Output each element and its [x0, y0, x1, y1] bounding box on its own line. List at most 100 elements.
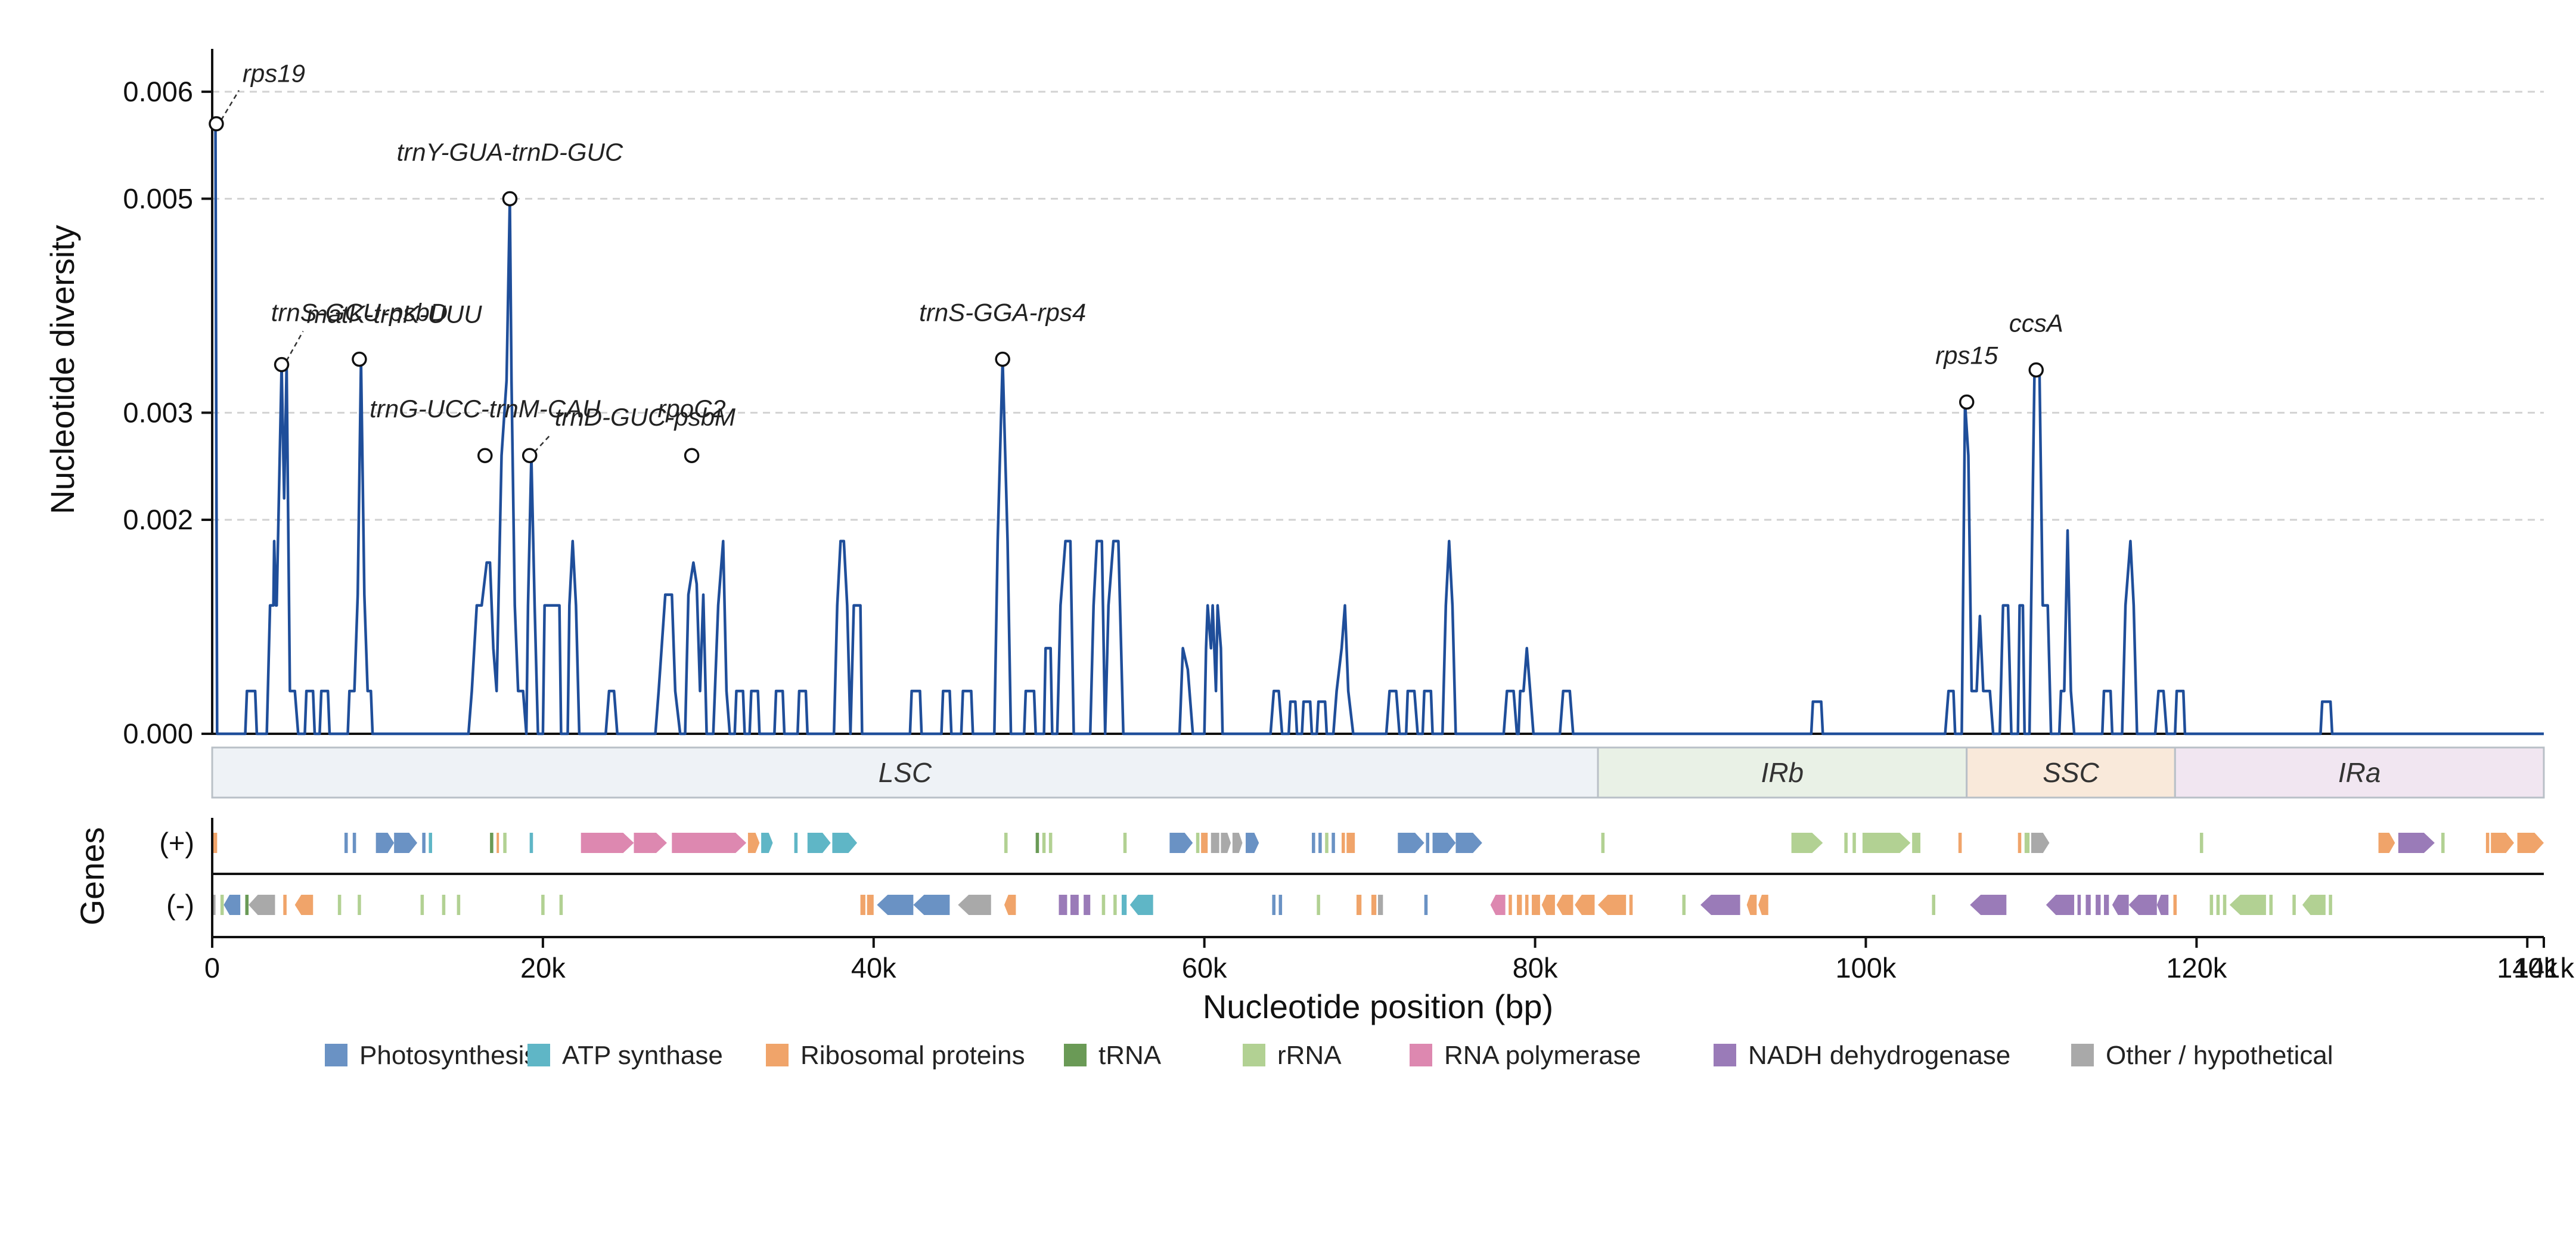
x-tick-label: 20k: [520, 952, 566, 984]
peak-leader: [533, 433, 552, 453]
gene-arrow: [807, 833, 831, 853]
x-tick-label: 141k: [2513, 952, 2574, 984]
gene-arrow: [283, 895, 287, 915]
y-tick-label: 0.005: [123, 182, 193, 214]
peak-marker: [684, 448, 700, 463]
axes: 0.000 0.002 0.003 0.005 0.006 Nucleotide dive…: [44, 49, 2574, 1025]
gene-arrow: [1129, 895, 1153, 915]
gene-arrow: [1196, 833, 1200, 853]
gene-arrow: [1791, 833, 1823, 853]
legend-swatch: [766, 1044, 789, 1066]
gene-arrow: [1844, 833, 1848, 853]
gene-arrow: [1121, 895, 1127, 915]
gene-arrow: [422, 833, 426, 853]
gene-arrow: [1371, 895, 1377, 915]
peak-label: rps19: [243, 60, 305, 88]
gene-arrow: [1912, 833, 1921, 853]
legend-label: rRNA: [1277, 1041, 1342, 1070]
gene-arrow: [2156, 895, 2169, 915]
legend-label: RNA polymerase: [1444, 1041, 1641, 1070]
gene-arrow: [1517, 895, 1522, 915]
gene-arrow: [1312, 833, 1315, 853]
region-lsc: [211, 746, 1599, 799]
gene-arrow: [2096, 895, 2101, 915]
gene-arrow: [1525, 895, 1529, 915]
strand-label-minus: (-): [166, 889, 194, 920]
gene-arrow: [429, 833, 433, 853]
peak-label: trnY-GUA-trnD-GUC: [397, 138, 623, 166]
peak-marker: [522, 448, 538, 463]
gene-arrow: [224, 895, 241, 915]
legend-label: Photosynthesis: [359, 1041, 537, 1070]
gene-arrow: [1123, 833, 1127, 853]
gene-arrow: [457, 895, 461, 915]
gene-arrow: [1048, 833, 1053, 853]
gene-arrow: [2441, 833, 2445, 853]
gene-arrow: [1070, 895, 1079, 915]
legend-label: NADH dehydrogenase: [1748, 1041, 2010, 1070]
gene-arrow: [541, 895, 545, 915]
gene-arrow: [1398, 833, 1424, 853]
gene-arrow: [1852, 833, 1856, 853]
gene-arrow: [1004, 833, 1008, 853]
gene-arrow: [1035, 833, 1039, 853]
gene-arrow: [1426, 833, 1430, 853]
gene-arrow: [2378, 833, 2395, 853]
legend-swatch: [1714, 1044, 1736, 1066]
gene-arrow: [2112, 895, 2129, 915]
strand-label-plus: (+): [159, 827, 194, 858]
gene-arrow: [1246, 833, 1259, 853]
gene-arrow: [1272, 895, 1275, 915]
gene-arrow: [1432, 833, 1456, 853]
peak-label: rps15: [1935, 341, 1998, 369]
gene-arrow: [212, 833, 218, 853]
gene-arrow: [1700, 895, 1740, 915]
gene-arrow: [442, 895, 446, 915]
gene-arrow: [2031, 833, 2050, 853]
gene-arrow: [1601, 833, 1605, 853]
gene-arrow: [503, 833, 507, 853]
gene-arrow: [1424, 895, 1428, 915]
y-tick-label: 0.000: [123, 718, 193, 749]
grid-lines: [212, 91, 2544, 521]
gene-arrow: [877, 895, 914, 915]
gene-arrow: [496, 833, 499, 853]
gene-arrow: [2398, 833, 2435, 853]
gene-arrow: [1332, 833, 1335, 853]
gene-arrow: [2216, 895, 2220, 915]
gene-arrow: [634, 833, 667, 853]
gene-arrow: [1378, 895, 1383, 915]
gene-arrow: [2517, 833, 2544, 853]
peak-label: trnS-GGA-rps4: [919, 299, 1086, 327]
gene-arrow: [1059, 895, 1067, 915]
gene-arrow: [2103, 895, 2109, 915]
legend-swatch: [527, 1044, 550, 1066]
gene-arrow: [581, 833, 634, 853]
legend-label: Other / hypothetical: [2106, 1041, 2333, 1070]
legend-label: Ribosomal proteins: [800, 1041, 1025, 1070]
gene-arrow: [1575, 895, 1595, 915]
gene-arrow: [2485, 833, 2490, 853]
gene-arrow: [559, 895, 563, 915]
genes-axis-title: Genes: [73, 827, 111, 926]
region-bar: LSC IRb SSC IRa: [211, 746, 2545, 799]
peak-marker: [209, 116, 224, 132]
gene-arrow: [2229, 895, 2266, 915]
legend-swatch: [1243, 1044, 1265, 1066]
gene-arrow: [1325, 833, 1329, 853]
gene-arrow: [294, 895, 314, 915]
gene-arrow: [1169, 833, 1193, 853]
gene-arrow: [1278, 895, 1283, 915]
gene-arrow: [2085, 895, 2091, 915]
gene-arrow: [2018, 833, 2022, 853]
legend-label: ATP synthase: [562, 1041, 723, 1070]
gene-arrow: [358, 895, 361, 915]
gene-arrow: [2223, 895, 2227, 915]
peak-marker: [352, 351, 367, 367]
gene-arrow: [1455, 833, 1482, 853]
legend-swatch: [1410, 1044, 1432, 1066]
gene-arrow: [2329, 895, 2332, 915]
peak-label: rpoC2: [657, 395, 725, 423]
gene-arrow: [1221, 833, 1231, 853]
